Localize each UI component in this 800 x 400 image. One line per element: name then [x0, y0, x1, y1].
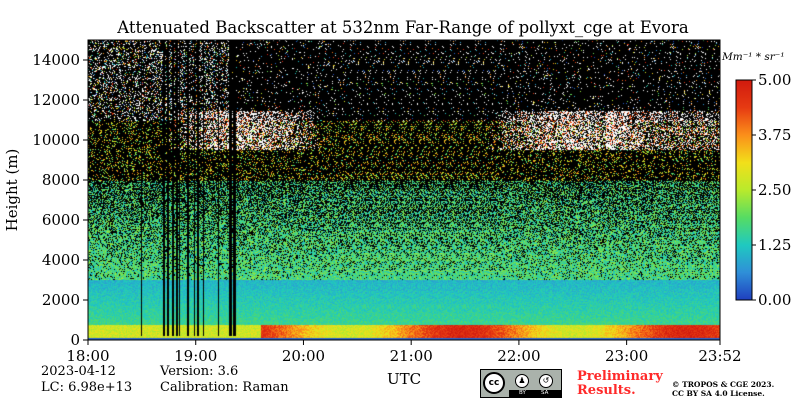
- colorbar-tick-label: 2.50: [758, 181, 791, 199]
- chart-title: Attenuated Backscatter at 532nm Far-Rang…: [116, 18, 689, 37]
- copyright-line2: CC BY SA 4.0 License.: [672, 389, 765, 398]
- preliminary-line1: Preliminary: [577, 369, 663, 384]
- y-axis-label: Height (m): [3, 149, 21, 232]
- x-tick-label: 23:00: [605, 347, 648, 365]
- y-axis: 0 2000 4000 6000 8000 10000 12000 14000: [32, 51, 88, 349]
- cc-license-logo: cc ♟ ↺ BY SA: [480, 369, 562, 398]
- cc-by-text: BY: [519, 390, 526, 396]
- y-tick-label: 14000: [32, 51, 80, 69]
- cc-sa-text: SA: [541, 390, 549, 396]
- colorbar-tick-label: 3.75: [758, 126, 791, 144]
- x-tick-label: 22:00: [497, 347, 540, 365]
- colorbar-tick-label: 0.00: [758, 291, 791, 309]
- colorbar-tick-label: 1.25: [758, 236, 791, 254]
- y-tick-label: 10000: [32, 131, 80, 149]
- x-axis: 18:00 19:00 20:00 21:00 22:00 23:00 23:52: [66, 340, 742, 365]
- x-tick-label: 23:52: [698, 347, 741, 365]
- footer-date: 2023-04-12: [41, 364, 116, 379]
- x-tick-label: 19:00: [174, 347, 217, 365]
- footer-version: Version: 3.6: [160, 364, 239, 379]
- cc-license-bar: BY SA: [509, 390, 561, 397]
- y-tick-label: 6000: [42, 211, 80, 229]
- preliminary-line2: Results.: [577, 383, 636, 398]
- heatmap-image: [88, 40, 720, 340]
- x-tick-label: 20:00: [282, 347, 325, 365]
- footer-calibration: Calibration: Raman: [160, 380, 289, 395]
- y-tick-label: 0: [70, 331, 80, 349]
- colorbar: [735, 79, 753, 301]
- x-tick-label: 21:00: [390, 347, 433, 365]
- y-tick-label: 2000: [42, 291, 80, 309]
- footer-lc: LC: 6.98e+13: [41, 380, 133, 395]
- y-tick-label: 12000: [32, 91, 80, 109]
- colorbar-unit-label: Mm⁻¹ * sr⁻¹: [721, 51, 785, 63]
- by-icon: ♟: [515, 374, 529, 388]
- x-axis-label: UTC: [387, 370, 421, 388]
- x-tick-label: 18:00: [66, 347, 109, 365]
- y-tick-label: 8000: [42, 171, 80, 189]
- y-tick-label: 4000: [42, 251, 80, 269]
- colorbar-ticks: 0.00 1.25 2.50 3.75 5.00: [752, 71, 791, 309]
- cc-icon: cc: [483, 372, 505, 394]
- copyright-line1: © TROPOS & CGE 2023.: [672, 380, 775, 389]
- colorbar-tick-label: 5.00: [758, 71, 791, 89]
- plot-frame: [87, 39, 721, 341]
- sa-icon: ↺: [539, 374, 553, 388]
